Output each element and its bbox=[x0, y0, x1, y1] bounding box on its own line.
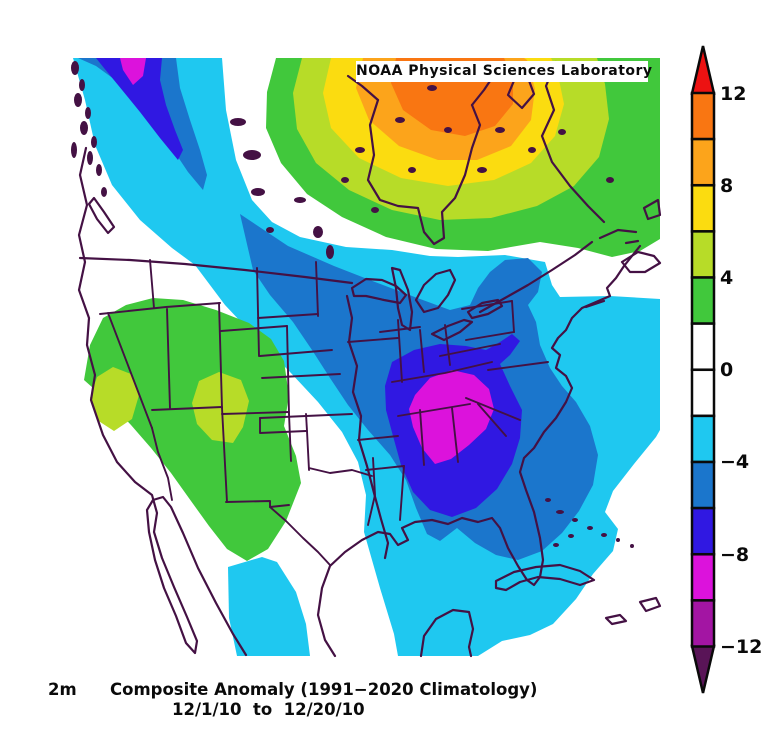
colorbar-tick: −8 bbox=[720, 544, 749, 566]
lake-huron bbox=[414, 268, 457, 314]
colorbar-segment bbox=[690, 553, 716, 602]
nova-scotia bbox=[620, 250, 662, 274]
colorbar-arrow-down bbox=[690, 644, 716, 694]
yucatan-peninsula bbox=[419, 608, 475, 658]
colorbar-segment bbox=[690, 599, 716, 648]
west-warm-green bbox=[84, 298, 301, 561]
cuba bbox=[494, 563, 596, 592]
colorbar-arrow-up bbox=[690, 45, 716, 95]
state-borders bbox=[99, 259, 549, 566]
colorbar-tick: 0 bbox=[720, 359, 733, 381]
colorbar-segment bbox=[690, 322, 716, 371]
colorbar-tick: 12 bbox=[720, 83, 746, 105]
anomaly-fills bbox=[73, 58, 660, 656]
nw-indigo bbox=[96, 58, 183, 160]
island-lake-specks bbox=[71, 61, 634, 548]
caption-title: Composite Anomaly (1991−2020 Climatology… bbox=[110, 680, 538, 699]
jamaica bbox=[604, 613, 628, 626]
newfoundland bbox=[642, 198, 662, 221]
colorbar-tick: −12 bbox=[720, 636, 761, 658]
vancouver-island bbox=[87, 196, 116, 235]
gulf-of-st-lawrence bbox=[598, 228, 638, 240]
lake-ontario bbox=[466, 298, 504, 320]
nw-magenta-spot bbox=[120, 58, 146, 85]
colorbar-segment bbox=[690, 368, 716, 418]
southeast-magenta-core bbox=[409, 370, 494, 464]
colorbar-segment bbox=[690, 414, 716, 464]
lake-michigan bbox=[390, 266, 414, 332]
ungava-bay bbox=[506, 74, 536, 110]
caption-dates: 12/1/10 to 12/20/10 bbox=[172, 700, 365, 719]
west-warm-yellowgreen-1 bbox=[90, 367, 139, 431]
colorbar-segment bbox=[690, 460, 716, 510]
pacific-coastline bbox=[77, 146, 248, 657]
lake-erie bbox=[430, 318, 474, 342]
gulf-atlantic-coastline bbox=[316, 244, 642, 658]
colorbar-tick: 4 bbox=[720, 267, 733, 289]
variable-label: 2m bbox=[48, 680, 77, 699]
hudson-bay bbox=[366, 98, 482, 246]
colorbar-segment bbox=[690, 506, 716, 556]
map-outlines bbox=[77, 60, 662, 658]
hudson-channel-west bbox=[346, 74, 380, 102]
mississippi-river bbox=[345, 294, 390, 560]
prince-edward-island bbox=[624, 239, 640, 245]
lake-superior bbox=[350, 277, 408, 305]
colorbar-segment bbox=[690, 91, 716, 141]
colorbar-segment bbox=[690, 230, 716, 279]
long-island bbox=[584, 299, 606, 309]
colorbar-segment bbox=[690, 276, 716, 325]
brand-label: NOAA Physical Sciences Laboratory bbox=[356, 61, 652, 82]
st-lawrence-river bbox=[478, 240, 594, 314]
colorbar-segment bbox=[690, 184, 716, 233]
colorbar-tick: 8 bbox=[720, 175, 733, 197]
nw-blue bbox=[78, 58, 207, 190]
hispaniola bbox=[638, 596, 662, 613]
labrador-coast bbox=[540, 60, 606, 224]
mexico-cold-patch bbox=[228, 557, 310, 656]
us-canada-border bbox=[78, 256, 354, 285]
caption-line1: 2m Composite Anomaly (1991−2020 Climatolo… bbox=[48, 680, 537, 699]
colorbar-segment bbox=[690, 137, 716, 187]
colorbar: 12 8 4 0 −4 −8 −12 bbox=[690, 45, 761, 694]
colorbar-tick: −4 bbox=[720, 451, 749, 473]
colorbar-tick-labels: 12 8 4 0 −4 −8 −12 bbox=[720, 83, 761, 658]
